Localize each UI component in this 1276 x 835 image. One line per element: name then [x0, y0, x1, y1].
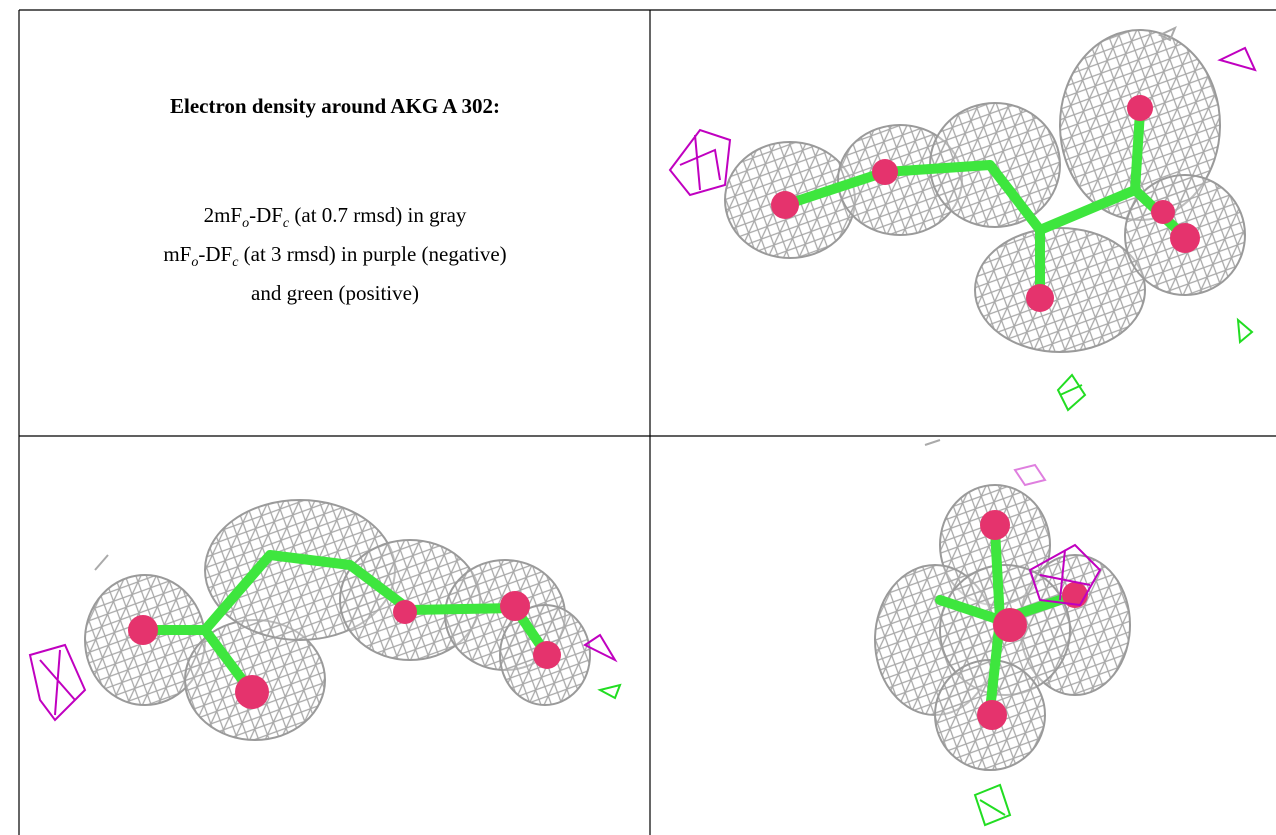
table-borders — [18, 9, 1276, 835]
density-view-1 — [668, 26, 1257, 412]
subscript: c — [232, 255, 239, 271]
legend-line: mFo-DFc (at 3 rmsd) in purple (negative) — [20, 239, 650, 278]
legend-text: (at 3 rmsd) in purple (negative) — [238, 242, 507, 267]
legend-text: (at 0.7 rmsd) in gray — [289, 203, 467, 227]
density-view-3 — [874, 439, 1131, 827]
legend-text: -DF — [249, 203, 283, 227]
legend-text: mF — [163, 242, 192, 267]
subscript: c — [282, 216, 290, 232]
title: Electron density around AKG A 302: — [169, 94, 501, 118]
legend-line: 2mFo-DFc (at 0.7 rmsd) in gray — [20, 200, 650, 239]
subscript: o — [191, 255, 199, 271]
legend-line: and green (positive) — [20, 278, 650, 309]
legend-text: and green (positive) — [251, 281, 419, 306]
density-view-2 — [28, 499, 622, 741]
legend-text: -DF — [198, 242, 233, 267]
subscript: o — [242, 216, 250, 232]
legend-text: 2mF — [203, 203, 243, 227]
legend: 2mFo-DFc (at 0.7 rmsd) in gray mFo-DFc (a… — [20, 200, 650, 309]
